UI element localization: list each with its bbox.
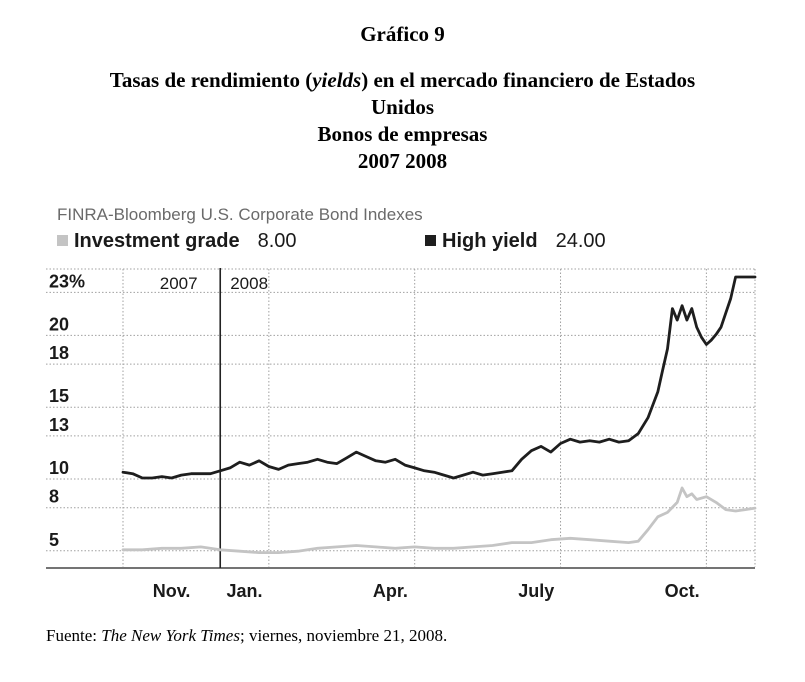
chart-title: Tasas de rendimiento (yields) en el merc… [40,67,765,175]
series-line-high-yield [121,275,757,480]
legend-value-high-yield: 24.00 [555,230,606,252]
year-label: 2008 [230,274,268,293]
x-tick-label: July [518,581,554,601]
legend-swatch-high-yield [425,235,436,246]
legend-swatch-investment-grade [57,235,68,246]
x-tick-label: Oct. [665,581,700,601]
legend-item-high-yield: High yield 24.00 [425,230,606,253]
title-line-4: 2007 2008 [357,149,448,173]
year-label: 2007 [160,274,198,293]
y-tick-label: 15 [49,386,69,406]
y-tick-label: 23% [49,271,85,291]
title-line-2: Unidos [370,95,435,119]
x-tick-label: Apr. [373,581,408,601]
legend-item-investment-grade: Investment grade 8.00 [57,230,297,253]
y-tick-label: 18 [49,343,69,363]
series-line-investment-grade [121,486,757,554]
figure-number: Gráfico 9 [360,22,445,46]
title-line-1: Tasas de rendimiento (yields) en el merc… [109,68,696,92]
chart-subtitle: FINRA-Bloomberg U.S. Corporate Bond Inde… [57,205,423,224]
source-note: Fuente: The New York Times; viernes, nov… [46,626,448,645]
y-tick-label: 10 [49,458,69,478]
source-publication: The New York Times [101,626,240,645]
x-tick-label: Nov. [153,581,191,601]
legend-label-high-yield: High yield [442,230,538,252]
y-tick-label: 8 [49,487,59,507]
y-tick-label: 5 [49,530,59,550]
y-tick-label: 13 [49,415,69,435]
x-tick-label: Jan. [227,581,263,601]
title-line-3: Bonos de empresas [317,122,488,146]
legend-label-investment-grade: Investment grade [74,230,240,252]
legend-value-investment-grade: 8.00 [257,230,297,252]
y-tick-label: 20 [49,314,69,334]
